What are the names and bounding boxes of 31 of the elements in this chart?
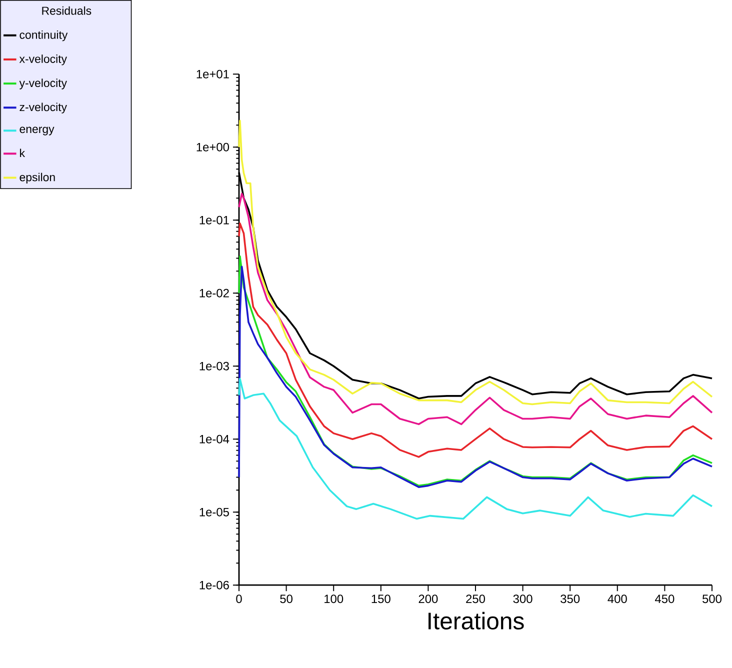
y-tick-label: 1e-02: [200, 288, 229, 298]
y-tick-label: 1e-04: [200, 434, 230, 444]
x-tick-label: 450: [655, 594, 674, 604]
x-tick-label: 50: [280, 594, 292, 604]
line-series: [238, 192, 713, 426]
legend-label: z-velocity: [20, 102, 67, 114]
legend-label: x-velocity: [19, 54, 67, 66]
x-tick-label: 250: [466, 594, 486, 604]
y-tick-label: 1e-03: [200, 362, 229, 370]
legend-label: continuity: [20, 30, 68, 42]
y-tick-label: 1e+01: [196, 70, 229, 78]
x-tick-label: 350: [560, 594, 580, 604]
legend-label: energy: [20, 126, 54, 136]
y-tick-label: 1e-05: [200, 508, 229, 516]
y-tick-label: 1e-01: [200, 216, 229, 224]
x-tick-label: 500: [702, 594, 722, 604]
line-series: [238, 222, 713, 458]
legend-title: Residuals: [42, 6, 92, 15]
legend-label: epsilon: [20, 172, 55, 184]
y-tick-label: 1e-06: [200, 580, 229, 590]
x-tick-label: 0: [236, 594, 242, 604]
x-tick-label: 400: [608, 594, 627, 604]
x-tick-label: 150: [372, 594, 390, 604]
line-series: [238, 378, 713, 520]
legend-label: y-velocity: [19, 78, 67, 90]
x-tick-label: 100: [324, 594, 344, 604]
y-tick-label: 1e+00: [196, 142, 230, 152]
legend-label: k: [20, 148, 26, 157]
x-tick-label: 300: [513, 594, 532, 604]
x-tick-label: 200: [418, 594, 438, 604]
x-axis-title: Iterations: [428, 612, 524, 630]
